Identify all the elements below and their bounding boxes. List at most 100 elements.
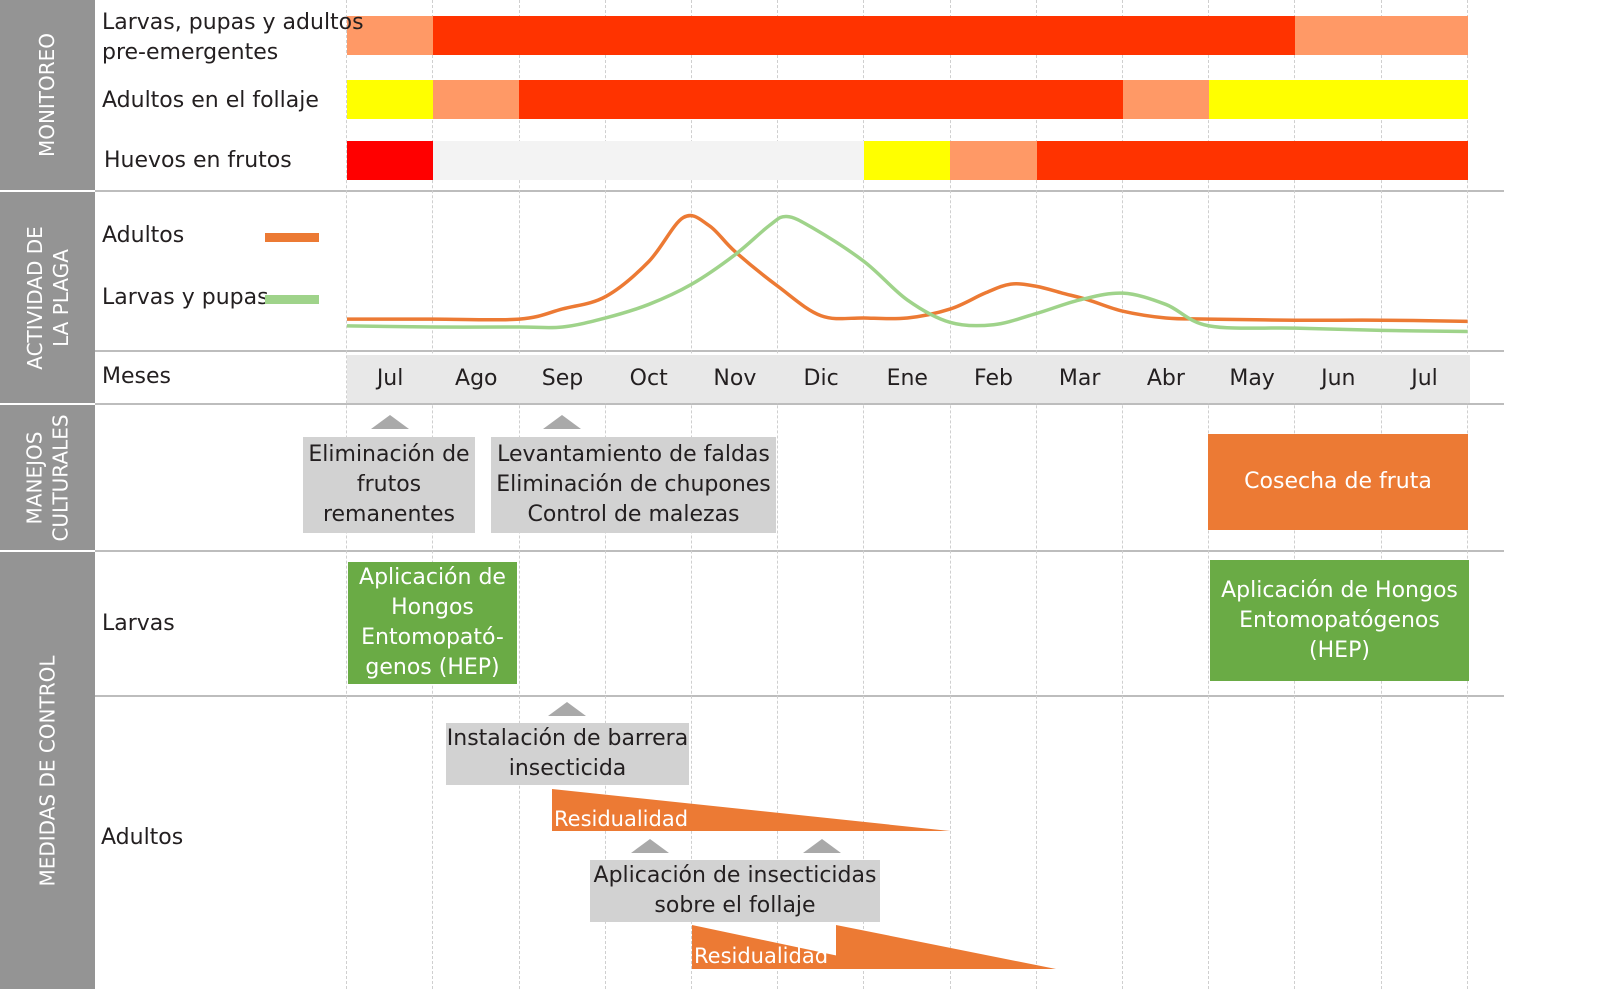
hep-left-text: Aplicación de Hongos Entomopató- genos (… (359, 565, 506, 680)
hep-left-box: Aplicación de Hongos Entomopató- genos (… (348, 562, 517, 684)
legend-label-adultos: Adultos (102, 223, 185, 248)
barrera-insecticida-box: Instalación de barrera insecticida (446, 723, 689, 785)
monitoreo-cell (519, 16, 607, 55)
monitoreo-cell (519, 141, 607, 180)
month-label: Nov (713, 366, 757, 391)
legend-label-larvas-pupas: Larvas y pupas (102, 285, 269, 310)
separator (95, 550, 1504, 552)
residualidad-label-1: Residualidad (554, 807, 689, 831)
cosecha-fruta-box: Cosecha de fruta (1208, 434, 1468, 530)
monitoreo-cell (950, 80, 1038, 119)
monitoreo-cell (1381, 16, 1469, 55)
monitoreo-cell (1295, 80, 1382, 119)
monitoreo-cell (864, 80, 951, 119)
monitoreo-cell (1036, 16, 1124, 55)
monitoreo-cell (778, 16, 865, 55)
month-label: Sep (541, 366, 584, 391)
cosecha-fruta-text: Cosecha de fruta (1244, 469, 1432, 494)
separator (95, 695, 1504, 697)
monitoreo-cell (691, 141, 779, 180)
row-label-larvas-pupas-adultos: Larvas, pupas y adultos pre-emergentes (102, 10, 364, 65)
marker-triangle (631, 839, 669, 853)
series-line-larvas-pupas (346, 214, 1468, 334)
monitoreo-cell (519, 80, 607, 119)
monitoreo-cell (605, 80, 693, 119)
monitoreo-cell (1381, 141, 1469, 180)
section-actividad: ACTIVIDAD DE LA PLAGA (0, 192, 95, 403)
section-monitoreo: MONITOREO (0, 0, 95, 190)
eliminacion-frutos-box: Eliminación de frutos remanentes (303, 437, 475, 533)
levantamiento-faldas-box: Levantamiento de faldas Eliminación de c… (491, 437, 776, 533)
monitoreo-cell (864, 141, 951, 180)
hep-right-box: Aplicación de Hongos Entomopatógenos (HE… (1210, 560, 1469, 681)
monitoreo-cell (1209, 80, 1296, 119)
monitoreo-cell (433, 141, 520, 180)
legend-swatch-adultos (265, 233, 319, 242)
separator (95, 350, 1504, 352)
monitoreo-cell (1295, 141, 1382, 180)
marker-triangle (548, 702, 586, 716)
month-gridline (863, 0, 865, 989)
monitoreo-cell (691, 16, 779, 55)
monitoreo-cell (950, 16, 1038, 55)
month-label: Oct (629, 366, 668, 391)
aplicacion-insecticidas-text: Aplicación de insecticidas sobre el foll… (593, 863, 877, 918)
series-line-adultos (347, 213, 1468, 324)
month-gridline (1122, 0, 1123, 989)
monitoreo-cell (433, 80, 520, 119)
month-label: Jun (1321, 366, 1356, 391)
month-label: Jul (376, 366, 404, 391)
monitoreo-cell (1122, 16, 1210, 55)
monitoreo-cell (347, 141, 434, 180)
marker-triangle (371, 415, 409, 429)
monitoreo-cell (605, 16, 693, 55)
month-label: Ene (886, 366, 928, 391)
barrera-insecticida-text: Instalación de barrera insecticida (446, 726, 689, 781)
levantamiento-faldas-text: Levantamiento de faldas Eliminación de c… (496, 442, 771, 527)
month-label: Jul (1411, 366, 1438, 391)
month-label: Abr (1146, 366, 1185, 391)
row-label-huevos-frutos: Huevos en frutos (104, 148, 292, 173)
marker-triangle (803, 839, 841, 853)
monitoreo-cell (433, 16, 520, 55)
monitoreo-cell (1036, 141, 1124, 180)
residualidad-wedge-2b (836, 925, 1056, 969)
meses-band (347, 355, 1470, 403)
hep-right-text: Aplicación de Hongos Entomopatógenos (HE… (1221, 577, 1458, 663)
separator (95, 403, 1504, 405)
monitoreo-cell (347, 80, 434, 119)
monitoreo-cell (1209, 141, 1296, 180)
residualidad-label-2: Residualidad (694, 944, 829, 968)
month-label: Feb (974, 366, 1013, 391)
section-manejos: MANEJOS CULTURALES (0, 405, 95, 550)
monitoreo-cell (1122, 141, 1210, 180)
month-label: Ago (455, 366, 498, 391)
month-label: May (1229, 366, 1275, 391)
aplicacion-insecticidas-box: Aplicación de insecticidas sobre el foll… (590, 860, 880, 922)
monitoreo-cell (1209, 16, 1296, 55)
month-gridline (1035, 0, 1037, 989)
month-gridline (777, 0, 779, 989)
marker-triangle (543, 415, 581, 429)
eliminacion-frutos-text: Eliminación de frutos remanentes (308, 442, 470, 527)
monitoreo-cell (1295, 16, 1382, 55)
monitoreo-cell (778, 80, 865, 119)
larvas-label: Larvas (102, 611, 175, 636)
separator (95, 190, 1504, 192)
monitoreo-cell (1122, 80, 1210, 119)
month-label: Mar (1058, 366, 1101, 391)
adultos-label: Adultos (101, 825, 184, 850)
section-medidas: MEDIDAS DE CONTROL (0, 552, 95, 989)
month-gridline (949, 0, 951, 989)
meses-label: Meses (102, 364, 171, 389)
monitoreo-cell (778, 141, 865, 180)
monitoreo-cell (347, 16, 434, 55)
legend-swatch-larvas-pupas (265, 295, 319, 304)
monitoreo-cell (605, 141, 693, 180)
monitoreo-cell (950, 141, 1038, 180)
month-label: Dic (803, 366, 839, 391)
monitoreo-cell (1381, 80, 1469, 119)
row-label-adultos-follaje: Adultos en el follaje (102, 88, 319, 113)
